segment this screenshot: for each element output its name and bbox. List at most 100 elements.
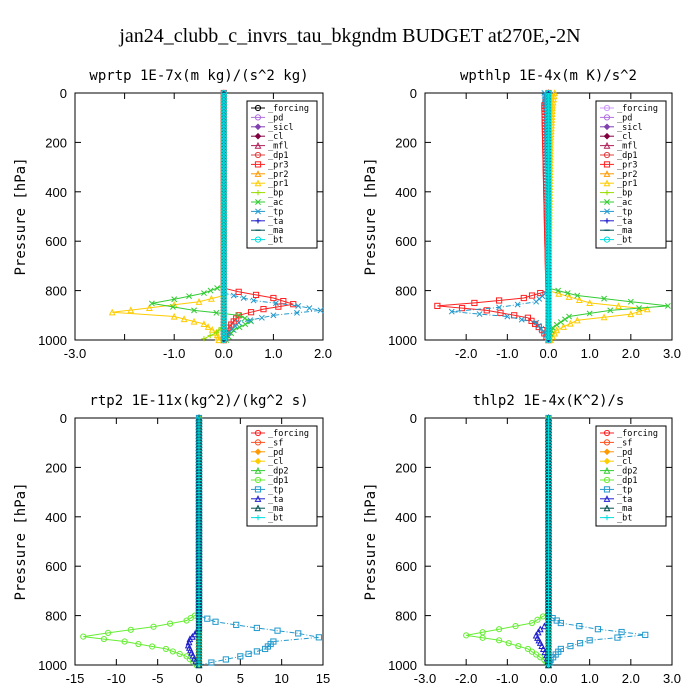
data-point [545, 229, 552, 236]
data-point [170, 312, 178, 320]
series-pr3 [434, 89, 552, 344]
data-point [220, 110, 227, 117]
legend-marker [603, 114, 611, 121]
legend-marker [604, 515, 610, 521]
data-point [545, 194, 552, 201]
x-tick-label: 2.0 [314, 346, 332, 361]
data-point [545, 128, 552, 135]
data-point [434, 302, 441, 310]
data-point [545, 116, 552, 123]
data-point [170, 303, 176, 310]
legend-marker [603, 236, 611, 243]
data-point [220, 324, 227, 332]
data-point [220, 197, 227, 204]
data-point [545, 235, 552, 242]
data-point [260, 306, 267, 313]
data-point [545, 125, 552, 132]
chart-panel-4: thlp2 1E-4x(K^2)/s Pressure [hPa] 0 200 400 6… [363, 393, 681, 686]
legend-entry: _ta [268, 217, 283, 227]
data-point [635, 307, 643, 315]
data-point [496, 297, 503, 304]
data-point [545, 268, 552, 275]
data-point [220, 149, 227, 156]
data-point [504, 313, 511, 320]
data-point [220, 191, 227, 198]
data-point [214, 285, 221, 292]
data-point [247, 309, 255, 316]
data-point [220, 164, 227, 171]
y-tick-label: 400 [395, 510, 417, 525]
legend-entry: _dp1 [268, 476, 288, 486]
data-point [220, 176, 227, 183]
data-point [169, 648, 176, 655]
data-point [183, 617, 190, 624]
legend-entry: _forcing [617, 104, 658, 114]
data-point [496, 304, 503, 311]
legend-marker [254, 151, 262, 159]
legend-entry: _cl [617, 457, 632, 467]
data-point [200, 320, 208, 328]
legend-entry: _pr3 [268, 160, 288, 170]
legend-marker [603, 132, 611, 140]
data-point [220, 188, 227, 195]
data-point [664, 302, 671, 309]
data-point [220, 167, 227, 174]
data-point [208, 659, 215, 666]
data-point [545, 137, 552, 144]
y-tick-label: 400 [45, 185, 67, 200]
data-point [220, 229, 227, 236]
data-point [545, 223, 552, 231]
legend-entry: _mfl [268, 142, 288, 152]
data-point [545, 113, 552, 120]
chart-panel-3: rtp2 1E-11x(kg^2)/(kg^2 s) Pressure [hPa]… [13, 393, 330, 686]
data-point [80, 633, 87, 640]
y-tick-label: 1000 [38, 333, 67, 348]
legend-entry: _forcing [268, 429, 309, 439]
data-point [545, 176, 552, 183]
data-point [545, 238, 552, 245]
data-point [524, 645, 532, 653]
data-point [528, 619, 536, 627]
legend-entry: _cl [268, 457, 283, 467]
data-point [553, 326, 561, 334]
x-tick-label: 1.0 [581, 346, 599, 361]
data-point [545, 262, 552, 269]
x-tick-label: 15 [316, 671, 330, 686]
legend-marker [603, 476, 611, 484]
data-point [614, 634, 621, 641]
data-point [275, 303, 282, 310]
data-point [555, 289, 563, 297]
data-point [196, 662, 202, 668]
legend-entry: _pr2 [617, 170, 637, 180]
legend-entry: _cl [617, 132, 632, 142]
data-point [545, 211, 552, 219]
series-line [83, 418, 200, 666]
data-point [545, 101, 552, 109]
data-point [220, 333, 227, 341]
data-point [627, 310, 635, 318]
data-point [566, 313, 573, 320]
data-point [557, 619, 564, 627]
data-point [545, 662, 552, 668]
legend-entry: _bt [617, 236, 632, 246]
data-point [220, 113, 227, 120]
data-point [220, 235, 227, 242]
y-tick-label: 1000 [388, 333, 417, 348]
legend-marker [603, 439, 611, 446]
data-point [545, 226, 552, 233]
series-line [466, 418, 549, 666]
data-point [306, 305, 313, 312]
data-point [220, 283, 227, 290]
legend-entry: _bt [268, 514, 283, 524]
data-point [171, 296, 178, 303]
series-bt [196, 415, 202, 668]
data-point [528, 648, 536, 655]
x-tick-label: 1.0 [264, 346, 282, 361]
data-point [220, 185, 227, 192]
legend: _forcing_sf_pd_cl_dp2_dp1_tp_ta_ma_bt [595, 425, 667, 527]
data-point [545, 202, 552, 210]
legend-marker [604, 199, 610, 205]
data-point [220, 307, 227, 314]
data-point [220, 298, 227, 305]
